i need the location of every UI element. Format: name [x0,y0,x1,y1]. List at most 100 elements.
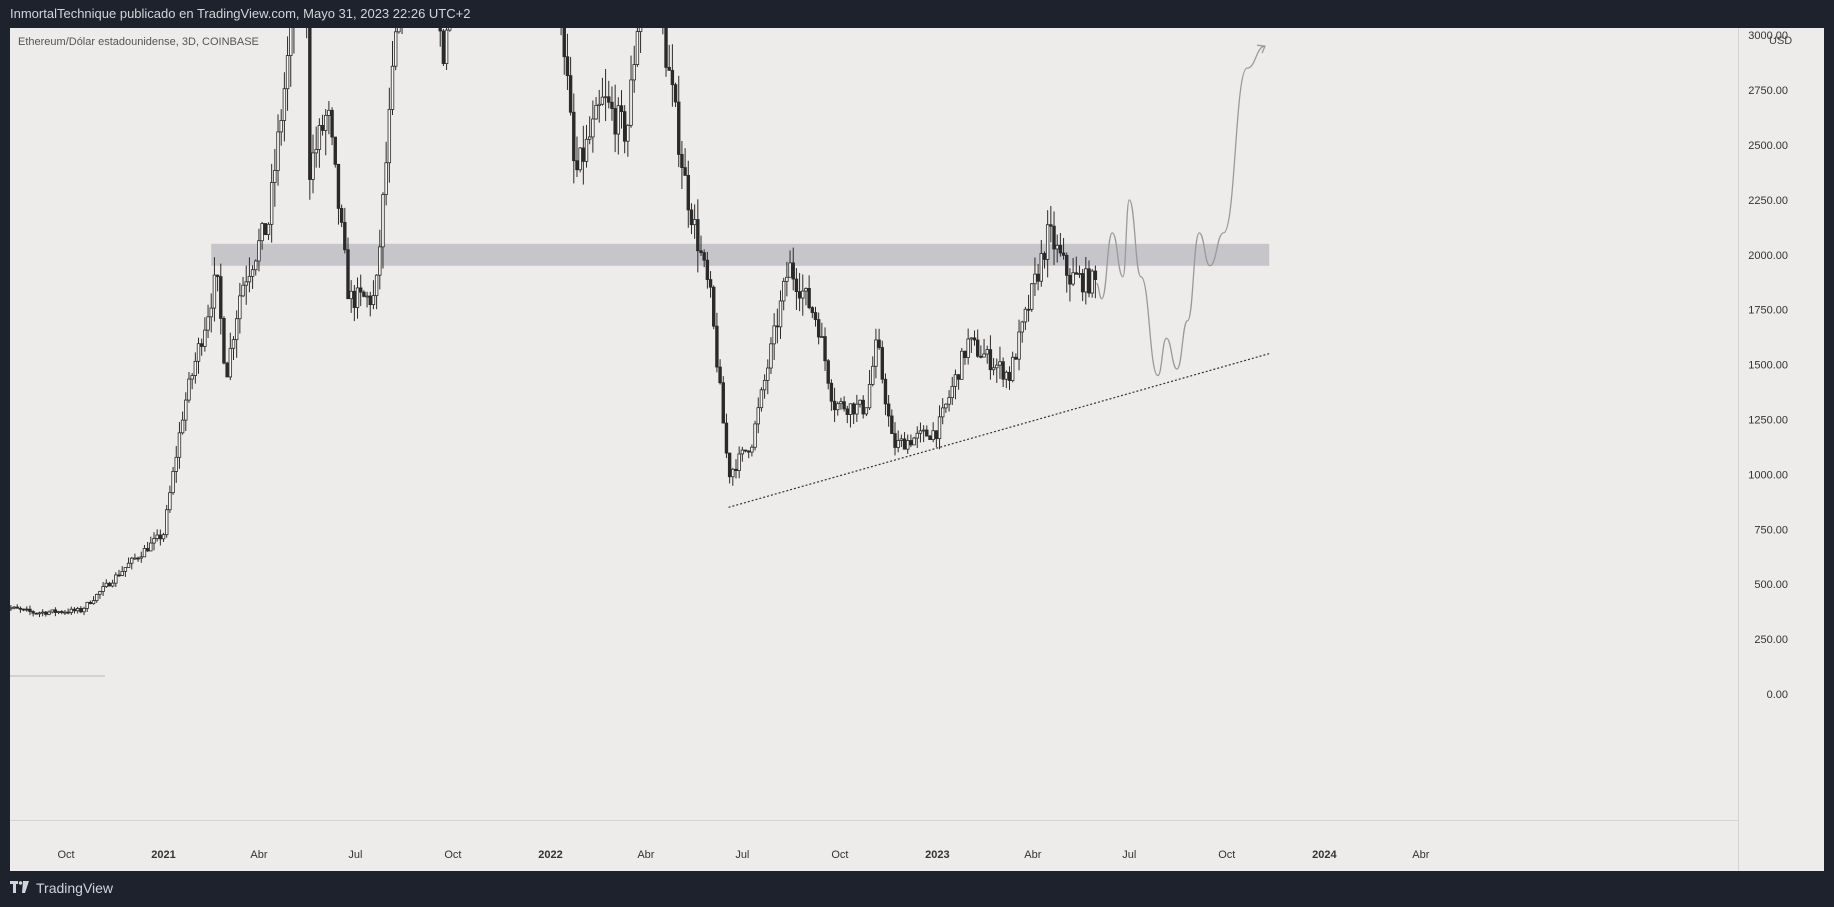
candle-body [667,66,671,71]
candle-body [960,350,964,380]
projection-arrowhead [1256,44,1266,54]
candle-body [66,611,70,614]
chart-svg[interactable]: 0.00 250.00 500.00 750.00 1000.00 1250.00 1500… [10,28,1824,871]
candle-body [848,403,853,415]
x-tick-label: Abr [1412,849,1429,861]
candle-body [171,471,175,494]
price-scale[interactable]: USD [1738,28,1824,871]
candle-body [82,607,86,613]
support-trendline [728,353,1270,508]
x-tick-label: 2021 [151,849,175,861]
x-tick-label: 2024 [1312,849,1337,861]
candle-body [670,69,675,86]
candle-body [174,456,178,472]
y-tick-label: 1750.00 [1748,305,1788,317]
x-tick-label: Oct [57,849,74,861]
candle-body [444,29,449,64]
candle-body [25,608,29,611]
candle-body [158,534,163,540]
candle-body [594,105,598,120]
candle-body [597,103,601,106]
candle-body [149,542,153,552]
candle-body [110,582,115,587]
candle-body [842,401,846,410]
candle-body [355,287,360,308]
candle-body [289,28,293,57]
candle-body [311,152,315,180]
candle-body [925,429,929,437]
x-tick-label: Oct [444,849,461,861]
candle-body [133,557,137,560]
candle-body [327,109,331,116]
candle-body [937,416,942,440]
candle-body [384,162,388,195]
candle-body [740,449,745,455]
candle-body [15,606,19,609]
candle-body [941,407,945,418]
candle-body [362,291,366,297]
candle-body [359,287,363,293]
candle-body [1033,273,1037,285]
candle-body [632,64,636,81]
candle-body [858,399,862,405]
candle-body [851,403,856,415]
candle-body [1080,273,1085,293]
candle-body [1007,371,1012,381]
candle-body [126,562,131,568]
candle-body [12,606,16,609]
candle-body [273,170,277,183]
candle-body [724,422,729,454]
candle-body [56,611,61,613]
y-tick-label: 1000.00 [1748,469,1788,481]
candle-body [575,160,579,171]
candle-body [956,374,961,380]
candle-body [883,378,888,405]
candle-body [222,318,226,364]
candle-body [34,612,39,615]
y-tick-label: 0.00 [1767,689,1788,701]
candle-body [85,601,89,609]
time-scale[interactable] [10,820,1739,871]
candle-body [947,397,951,405]
candle-body [775,325,780,328]
candle-body [772,325,776,345]
candle-body [912,437,916,446]
candle-body [791,262,795,280]
candle-body [98,591,102,595]
candle-body [441,30,446,64]
chart-pane[interactable]: 0.00 250.00 500.00 750.00 1000.00 1250.00 1500… [10,28,1824,871]
candle-body [10,607,13,610]
candle-body [365,295,369,298]
candle-body [269,182,274,225]
candle-body [368,295,372,306]
candle-body [969,337,974,340]
candle-body [117,574,121,577]
candle-body [982,353,986,358]
candle-body [677,101,681,155]
candle-body [212,274,217,309]
candle-body [209,307,213,318]
candle-body [219,276,223,319]
candle-body [1023,308,1028,323]
candle-body [1074,272,1078,275]
candle-body [184,399,188,421]
currency-label[interactable]: USD [1769,35,1793,47]
candle-body [18,607,23,610]
candle-body [934,430,939,440]
candle-body [664,28,668,68]
candle-body [756,407,760,425]
candle-body [1020,321,1024,333]
candle-body [257,240,261,262]
candle-body [743,449,748,452]
x-tick-label: Jul [735,849,749,861]
candle-body [988,349,993,371]
footer-bar: TradingView [0,871,1834,907]
candle-body [91,600,96,605]
candle-body [346,249,350,300]
candle-body [130,557,134,564]
candle-body [324,115,328,131]
candle-body [696,219,700,252]
candle-body [79,608,83,613]
candle-body [931,430,935,440]
brand[interactable]: TradingView [10,880,113,896]
